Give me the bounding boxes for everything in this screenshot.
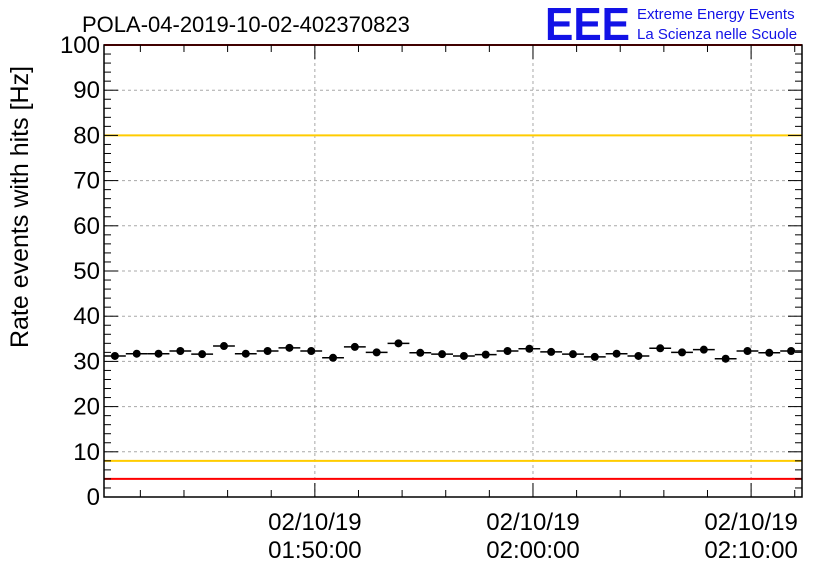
x-tick-date-label: 02/10/19 — [486, 509, 579, 536]
x-tick-time-label: 02:10:00 — [704, 537, 797, 564]
x-tick-date-label: 02/10/19 — [268, 509, 361, 536]
data-point — [612, 349, 621, 358]
x-axis: 02/10/1901:50:0002/10/1902:00:0002/10/19… — [139, 45, 798, 564]
data-point — [525, 344, 534, 353]
data-point — [699, 345, 708, 354]
logo-line-1: Extreme Energy Events — [637, 6, 795, 23]
data-point — [634, 351, 643, 360]
data-point — [372, 348, 381, 357]
y-tick-label: 30 — [73, 348, 100, 375]
data-point — [568, 350, 577, 359]
data-point — [350, 342, 359, 351]
data-point — [416, 348, 425, 357]
data-point — [154, 349, 163, 358]
logo-line-2: La Scienza nelle Scuole — [637, 26, 797, 43]
y-axis: 0 10 20 30 40 50 60 70 80 90 100 — [60, 32, 802, 511]
data-point — [590, 352, 599, 361]
data-point — [132, 349, 141, 358]
data-point — [656, 344, 665, 353]
x-tick-time-label: 01:50:00 — [268, 537, 361, 564]
data-point — [459, 351, 468, 360]
data-point — [678, 348, 687, 357]
eee-logo-letters: EEE — [545, 0, 630, 50]
data-point — [547, 347, 556, 356]
data-point — [743, 347, 752, 356]
data-point — [198, 350, 207, 359]
data-point — [765, 348, 774, 357]
x-tick-time-label: 02:00:00 — [486, 537, 579, 564]
y-tick-label: 40 — [73, 303, 100, 330]
chart-title: POLA-04-2019-10-02-402370823 — [82, 12, 410, 37]
y-tick-label: 60 — [73, 213, 100, 240]
data-point — [438, 350, 447, 359]
data-point — [241, 349, 250, 358]
data-point — [263, 347, 272, 356]
data-point — [307, 347, 316, 356]
data-point — [503, 347, 512, 356]
y-tick-label: 0 — [87, 484, 100, 511]
reference-lines — [104, 44, 802, 480]
y-tick-label: 90 — [73, 77, 100, 104]
data-point — [285, 343, 294, 352]
data-point — [721, 354, 730, 363]
y-tick-label: 100 — [60, 32, 100, 59]
grid-lines — [104, 45, 802, 497]
y-tick-label: 70 — [73, 168, 100, 195]
data-point — [394, 339, 403, 348]
y-tick-label: 10 — [73, 439, 100, 466]
y-tick-label: 50 — [73, 258, 100, 285]
data-point — [219, 342, 228, 351]
y-tick-label: 80 — [73, 122, 100, 149]
y-axis-label: Rate events with hits [Hz] — [6, 66, 34, 348]
y-tick-label: 20 — [73, 394, 100, 421]
data-point — [329, 353, 338, 362]
x-tick-date-label: 02/10/19 — [704, 509, 797, 536]
data-series — [104, 339, 802, 363]
data-point — [110, 351, 119, 360]
data-point — [176, 347, 185, 356]
eee-logo: EEE Extreme Energy Events La Scienza nel… — [545, 0, 797, 50]
data-point — [481, 350, 490, 359]
data-point — [787, 347, 796, 356]
